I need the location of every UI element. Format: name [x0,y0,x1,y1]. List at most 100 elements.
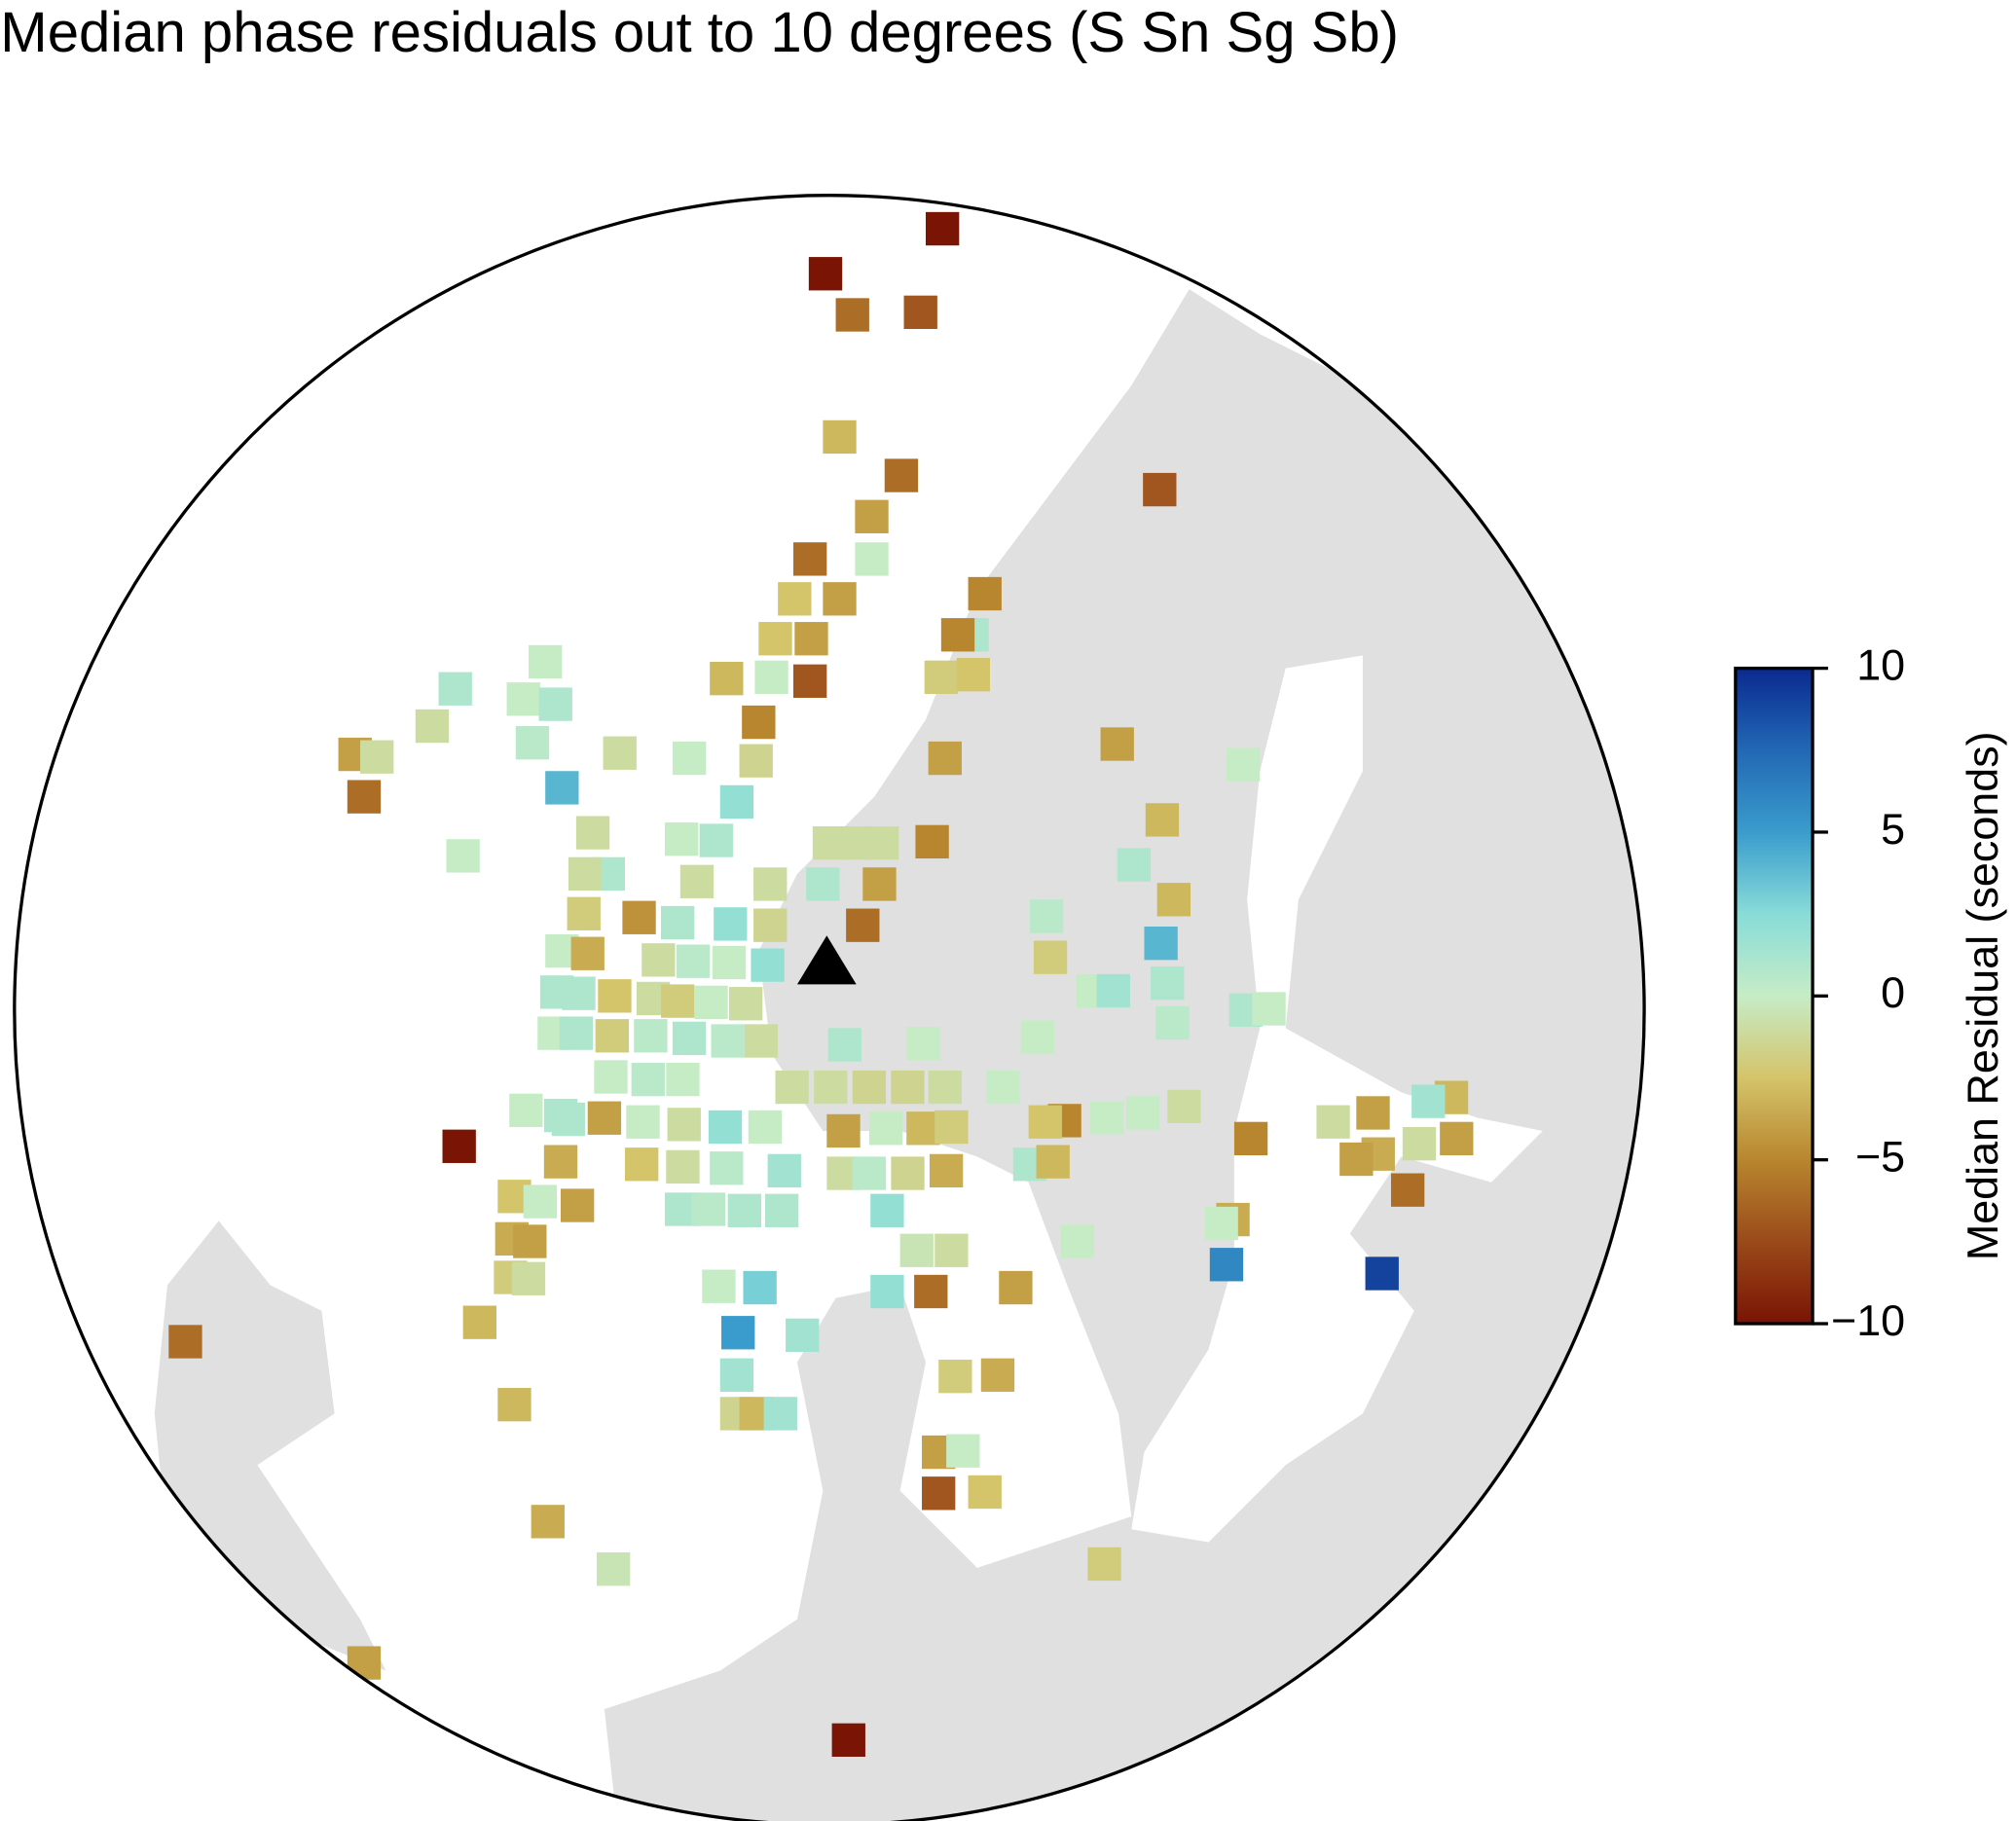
station [719,784,754,819]
station [347,1646,382,1680]
colorbar-tick-label: −10 [1831,1295,1905,1345]
colorbar-tick-label: 5 [1881,804,1905,854]
station [792,664,827,698]
station [523,1184,558,1219]
station [743,1270,777,1305]
station [855,499,889,533]
station [603,736,637,770]
station [551,1102,586,1137]
station [1316,1105,1350,1139]
station [543,1145,578,1179]
station [568,856,603,892]
station [561,1188,595,1222]
station [567,896,601,930]
station [511,1261,546,1295]
station [679,864,715,898]
station [1125,1096,1160,1130]
station [846,908,880,942]
station [814,1070,848,1105]
station [1204,1206,1238,1241]
colorbar-tick-label: 10 [1856,639,1905,689]
station [538,687,572,721]
station [1402,1126,1437,1161]
station [999,1270,1033,1305]
station [1029,899,1064,933]
station [641,943,676,977]
station [891,1070,925,1105]
station [462,1305,496,1339]
station [497,1388,531,1422]
station [935,1233,969,1267]
station [742,705,776,740]
station [1143,472,1177,507]
station [763,1397,797,1431]
station [1252,992,1286,1026]
station [753,908,788,942]
station [415,709,450,744]
station [1087,1547,1121,1582]
station [827,1028,861,1062]
station [1033,940,1068,974]
station [506,682,540,716]
station [1411,1084,1446,1118]
station [1100,727,1134,761]
station [1226,747,1261,782]
baltic-sea [1131,655,1543,1543]
colorbar-label: Median Residual (seconds) [1958,731,2007,1260]
station [1144,927,1178,961]
station [826,1113,861,1148]
station [1028,1105,1062,1139]
station [864,826,899,860]
station [666,1062,700,1097]
station [1155,1005,1190,1040]
station [831,1723,865,1757]
station [545,771,579,805]
station [764,1193,799,1227]
station [924,660,959,695]
station [922,1476,956,1511]
station [622,900,656,934]
station [1096,973,1130,1008]
station [968,1475,1002,1510]
station [1167,1089,1201,1124]
station [667,1108,701,1142]
station [754,660,788,695]
colorbar-ramp [1734,666,1814,1326]
station [714,907,748,941]
station [744,1024,779,1058]
station [513,1224,547,1258]
station [852,1070,887,1105]
station [626,1105,660,1139]
station [739,744,773,778]
station [1209,1248,1244,1282]
station [1117,848,1152,882]
station [915,824,949,859]
station [438,672,472,706]
station [823,419,857,455]
station [446,839,480,873]
station [1339,1142,1374,1177]
station [711,1024,745,1058]
station [935,1110,969,1145]
colorbar-tick-label: 0 [1881,967,1905,1017]
station [980,1358,1015,1392]
station [1356,1096,1390,1130]
station [868,1111,903,1146]
station [702,1269,736,1303]
chart-title: Median phase residuals out to 10 degrees… [0,1,1399,64]
station [360,740,394,774]
station [1156,883,1191,917]
colorbar: 10 5 0 −5 −10 [1734,639,1905,1345]
station [786,1318,820,1353]
station [712,945,747,980]
station [575,816,610,850]
station [631,1062,665,1097]
station [808,257,843,291]
station [727,1193,761,1227]
station [710,662,744,696]
station [660,984,695,1018]
station [928,1070,962,1105]
station [891,1156,925,1190]
map [14,195,1645,1821]
